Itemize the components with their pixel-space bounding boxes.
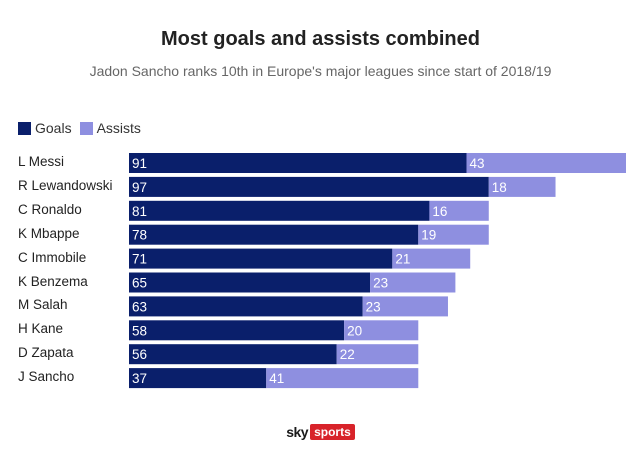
sky-logo: sky (286, 424, 309, 440)
bar-assists (429, 200, 489, 221)
data-label-assists: 41 (269, 371, 284, 386)
bar-goals (129, 272, 371, 293)
category-label: H Kane (18, 321, 64, 337)
data-label-assists: 43 (470, 156, 485, 171)
data-label-goals: 97 (132, 180, 147, 195)
legend-swatch-goals (18, 121, 31, 135)
footer: sky sports (0, 424, 641, 440)
category-label: D Zapata (18, 345, 74, 361)
category-label: C Immobile (18, 249, 87, 265)
data-label-assists: 23 (366, 299, 381, 314)
data-label-goals: 81 (132, 204, 147, 219)
data-label-assists: 23 (373, 276, 388, 291)
bar-assists (392, 248, 471, 269)
data-label-goals: 65 (132, 276, 147, 291)
legend-swatch-assists (79, 121, 93, 135)
legend-item-assists: Assists (79, 120, 141, 136)
chart-title: Most goals and assists combined (161, 28, 480, 50)
legend: Goals Assists (18, 120, 149, 136)
data-label-assists: 16 (432, 204, 447, 219)
bar-assists (266, 368, 419, 389)
category-label: L Messi (18, 154, 65, 169)
data-label-goals: 91 (132, 156, 147, 171)
bar-assists (344, 320, 419, 341)
bar-goals (129, 368, 267, 389)
bar-assists (362, 296, 448, 317)
bar-assists (336, 344, 419, 365)
legend-label-goals: Goals (35, 120, 72, 136)
bar-assists (418, 224, 489, 245)
bar-goals (129, 248, 393, 269)
category-label: M Salah (18, 297, 68, 313)
data-label-assists: 20 (347, 323, 362, 338)
data-label-assists: 21 (395, 252, 410, 267)
data-label-goals: 78 (132, 228, 147, 243)
category-label: J Sancho (18, 369, 75, 385)
data-label-assists: 22 (340, 347, 355, 362)
legend-item-goals: Goals (18, 120, 72, 136)
bar-goals (129, 344, 337, 365)
category-label: K Benzema (18, 273, 88, 289)
bar-goals (129, 320, 345, 341)
bar-assists (466, 153, 626, 173)
bar-assists (370, 272, 456, 293)
data-label-assists: 19 (421, 228, 436, 243)
bar-assists (488, 176, 556, 197)
data-label-goals: 63 (132, 299, 147, 314)
bar-goals (129, 296, 363, 317)
bar-goals (129, 153, 467, 173)
data-label-goals: 37 (132, 371, 147, 386)
bar-goals (129, 176, 489, 197)
chart-subtitle: Jadon Sancho ranks 10th in Europe's majo… (89, 63, 552, 79)
data-label-goals: 56 (132, 347, 147, 362)
category-label: C Ronaldo (18, 201, 82, 217)
data-label-assists: 18 (492, 180, 507, 195)
bar-goals (129, 224, 419, 245)
category-label: R Lewandowski (18, 177, 113, 193)
legend-label-assists: Assists (96, 120, 141, 136)
data-label-goals: 58 (132, 323, 147, 338)
data-label-goals: 71 (132, 252, 147, 267)
sports-logo: sports (310, 424, 355, 440)
bar-goals (129, 200, 430, 221)
category-label: K Mbappe (18, 225, 80, 241)
